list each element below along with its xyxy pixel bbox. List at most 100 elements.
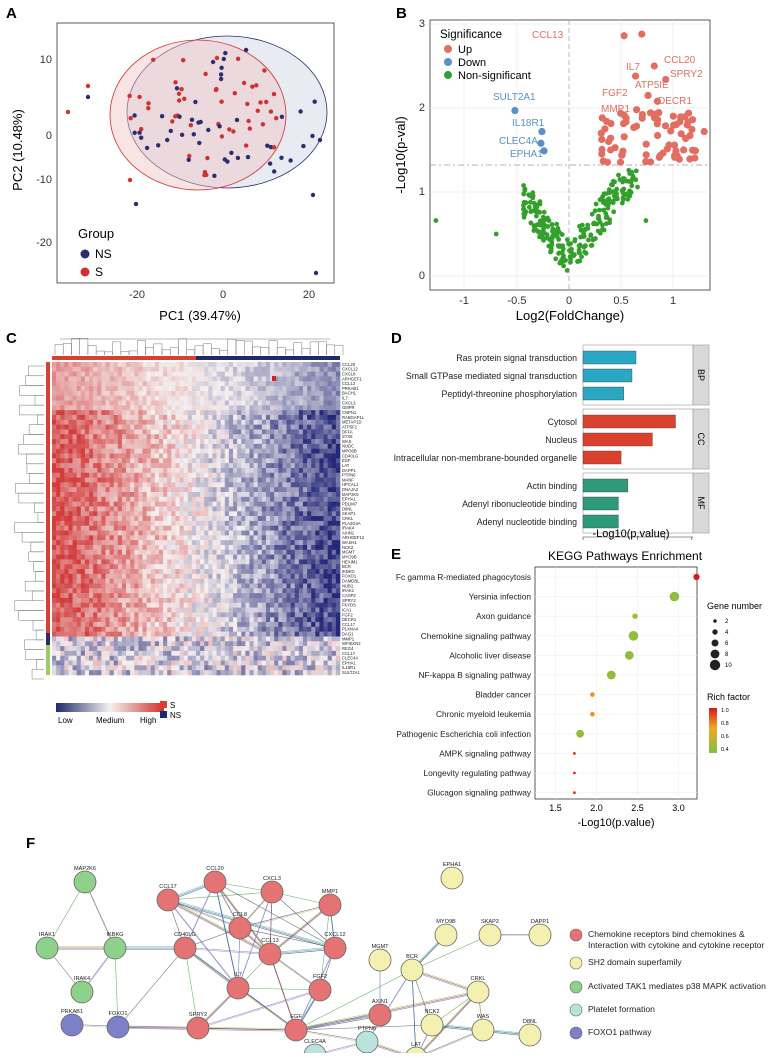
heatmap-cell — [237, 612, 241, 617]
heatmap-cell — [274, 661, 278, 666]
heatmap-cell — [93, 376, 97, 381]
heatmap-cell — [77, 410, 81, 415]
heatmap-cell — [143, 367, 147, 372]
heatmap-cell — [171, 564, 175, 569]
heatmap-cell — [56, 381, 60, 386]
heatmap-cell — [118, 627, 122, 632]
volcano-point-up — [638, 30, 645, 37]
heatmap-cell — [175, 661, 179, 666]
heatmap-cell — [175, 401, 179, 406]
heatmap-cell — [143, 381, 147, 386]
heatmap-cell — [73, 468, 77, 473]
heatmap-cell — [307, 420, 311, 425]
heatmap-cell — [307, 391, 311, 396]
dendro-branch — [29, 425, 44, 435]
heatmap-cell — [134, 603, 138, 608]
heatmap-cell — [93, 521, 97, 526]
heatmap-cell — [122, 651, 126, 656]
heatmap-cell — [245, 401, 249, 406]
heatmap-cell — [105, 521, 109, 526]
heatmap-cell — [130, 550, 134, 555]
heatmap-cell — [266, 593, 270, 598]
heatmap-cell — [118, 540, 122, 545]
heatmap-cell — [303, 478, 307, 483]
volcano-point-ns — [610, 183, 615, 188]
heatmap-cell — [332, 473, 336, 478]
heatmap-cell — [110, 410, 114, 415]
heatmap-cell — [270, 555, 274, 560]
heatmap-cell — [105, 603, 109, 608]
heatmap-cell — [221, 646, 225, 651]
heatmap-cell — [85, 636, 89, 641]
heatmap-cell — [204, 391, 208, 396]
heatmap-cell — [155, 651, 159, 656]
heatmap-cell — [188, 482, 192, 487]
heatmap-cell — [110, 632, 114, 637]
heatmap-cell — [192, 588, 196, 593]
heatmap-cell — [52, 386, 56, 391]
heatmap-cell — [105, 487, 109, 492]
heatmap-cell — [155, 584, 159, 589]
heatmap-cell — [114, 564, 118, 569]
heatmap-cell — [237, 463, 241, 468]
heatmap-cell — [311, 502, 315, 507]
heatmap-cell — [332, 401, 336, 406]
heatmap-cell — [204, 453, 208, 458]
heatmap-cell — [101, 632, 105, 637]
heatmap-cell — [217, 521, 221, 526]
heatmap-cell — [151, 622, 155, 627]
heatmap-cell — [163, 444, 167, 449]
heatmap-cell — [163, 425, 167, 430]
heatmap-cell — [303, 439, 307, 444]
heatmap-cell — [208, 661, 212, 666]
heatmap-cell — [147, 584, 151, 589]
heatmap-cell — [101, 429, 105, 434]
heatmap-cell — [101, 636, 105, 641]
heatmap-cell — [324, 651, 328, 656]
heatmap-cell — [60, 584, 64, 589]
heatmap-cell — [143, 410, 147, 415]
heatmap-cell — [196, 555, 200, 560]
heatmap-cell — [229, 632, 233, 637]
heatmap-cell — [110, 603, 114, 608]
heatmap-cell — [303, 381, 307, 386]
heatmap-cell — [192, 405, 196, 410]
heatmap-cell — [258, 612, 262, 617]
heatmap-cell — [118, 641, 122, 646]
heatmap-cell — [221, 550, 225, 555]
heatmap-cell — [287, 386, 291, 391]
heatmap-cell — [241, 473, 245, 478]
heatmap-cell — [258, 598, 262, 603]
heatmap-cell — [258, 593, 262, 598]
volcano-point-ns — [615, 197, 620, 202]
volcano-point-ns — [594, 202, 599, 207]
heatmap-cell — [299, 473, 303, 478]
heatmap-cell — [192, 415, 196, 420]
heatmap-cell — [225, 559, 229, 564]
heatmap-cell — [262, 574, 266, 579]
heatmap-cell — [315, 458, 319, 463]
heatmap-cell — [56, 487, 60, 492]
heatmap-cell — [188, 434, 192, 439]
heatmap-cell — [324, 482, 328, 487]
heatmap-cell — [134, 415, 138, 420]
heatmap-cell — [328, 646, 332, 651]
heatmap-cell — [171, 521, 175, 526]
pca-point — [165, 138, 169, 142]
heatmap-cell — [315, 478, 319, 483]
heatmap-cell — [101, 391, 105, 396]
heatmap-cell — [167, 487, 171, 492]
heatmap-cell — [93, 502, 97, 507]
heatmap-cell — [328, 492, 332, 497]
heatmap-cell — [258, 579, 262, 584]
heatmap-cell — [319, 415, 323, 420]
heatmap-cell — [225, 506, 229, 511]
heatmap-cell — [254, 636, 258, 641]
heatmap-cell — [77, 540, 81, 545]
heatmap-cell — [262, 593, 266, 598]
heatmap-cell — [175, 555, 179, 560]
heatmap-cell — [254, 511, 258, 516]
heatmap-cell — [118, 434, 122, 439]
heatmap-cell — [241, 420, 245, 425]
heatmap-cell — [167, 482, 171, 487]
